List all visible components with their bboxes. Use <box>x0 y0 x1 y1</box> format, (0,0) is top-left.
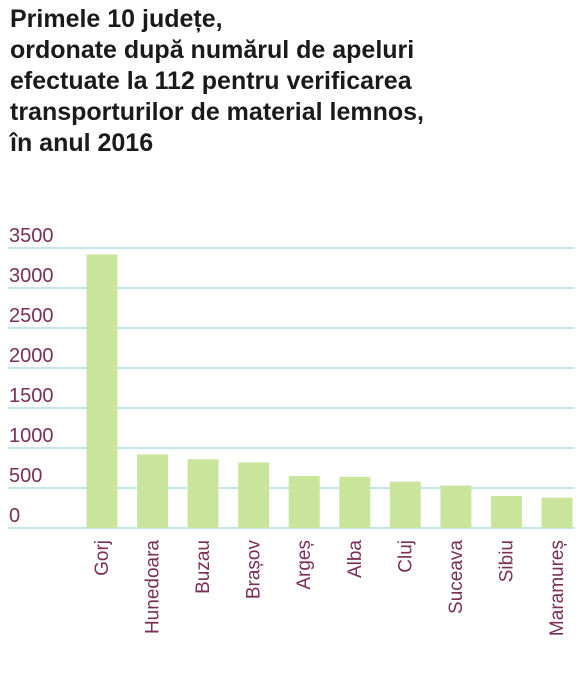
bar-suceava <box>440 485 472 528</box>
y-tick-label: 2000 <box>9 345 54 367</box>
bar-buzau <box>187 459 219 528</box>
y-tick-label: 1000 <box>9 425 54 447</box>
bars <box>86 254 573 528</box>
bar-gorj <box>86 254 118 528</box>
chart-title-line: efectuate la 112 pentru verificarea <box>10 67 412 95</box>
bar-argeș <box>288 476 320 528</box>
bar-maramureș <box>541 497 573 528</box>
x-tick-label: Gorj <box>92 540 113 576</box>
x-tick-label: Suceava <box>446 540 467 614</box>
chart-title-line: în anul 2016 <box>10 129 154 157</box>
y-tick-label: 0 <box>9 505 20 527</box>
chart-title: Primele 10 județe, ordonate după numărul… <box>10 4 575 159</box>
x-tick-label: Hunedoara <box>143 540 164 634</box>
x-tick-label: Alba <box>345 540 366 578</box>
bar-cluj <box>389 481 421 528</box>
bar-hunedoara <box>137 454 169 528</box>
x-tick-label: Sibiu <box>496 540 517 582</box>
x-tick-label: Cluj <box>395 540 416 573</box>
bar-sibiu <box>490 496 522 528</box>
y-tick-label: 1500 <box>9 385 54 407</box>
y-tick-label: 3500 <box>9 225 54 247</box>
bar-alba <box>339 476 371 528</box>
x-tick-label: Argeș <box>294 540 315 590</box>
y-tick-label: 2500 <box>9 305 54 327</box>
chart-title-line: ordonate după numărul de apeluri <box>10 36 415 64</box>
x-tick-label: Buzau <box>193 540 214 594</box>
chart-title-line: Primele 10 județe, <box>10 5 223 33</box>
x-tick-label: Maramureș <box>547 540 568 636</box>
y-axis-tick-labels: 0 500 1000 1500 2000 2500 3000 3500 <box>9 225 54 527</box>
y-tick-label: 3000 <box>9 265 54 287</box>
bar-brașov <box>238 462 270 528</box>
x-tick-label: Brașov <box>244 540 265 600</box>
y-tick-label: 500 <box>9 465 42 487</box>
x-axis-tick-labels: Gorj Hunedoara Buzau Brașov Argeș Alba Cluj Suc… <box>92 540 568 637</box>
chart-title-line: transporturilor de material lemnos, <box>10 98 424 126</box>
